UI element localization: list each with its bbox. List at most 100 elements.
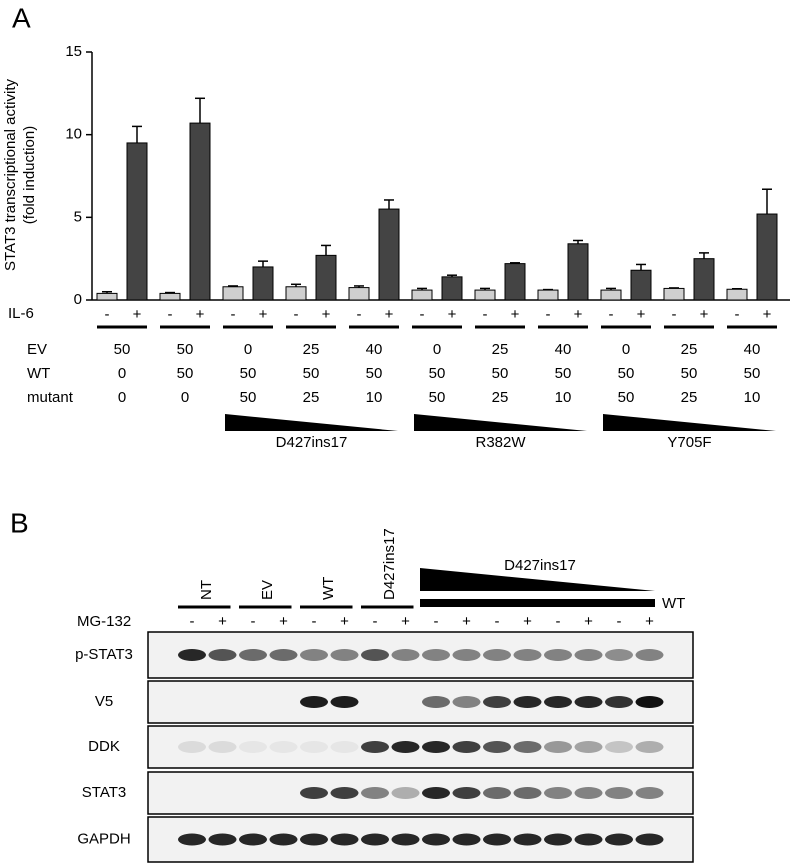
band <box>239 787 267 799</box>
bar <box>537 289 559 301</box>
band <box>208 833 237 846</box>
lane-sign: - <box>495 613 500 630</box>
condition-value: 25 <box>492 341 509 358</box>
sign-label: + <box>574 306 583 323</box>
band <box>300 833 328 846</box>
condition-value: 0 <box>118 389 126 406</box>
lane-sign: + <box>462 613 471 630</box>
condition-value: 50 <box>303 365 320 382</box>
condition-value: 25 <box>492 389 509 406</box>
lane-group-label: WT <box>320 577 337 600</box>
band <box>483 787 511 799</box>
band <box>239 833 267 846</box>
bar <box>474 289 496 301</box>
band <box>178 696 206 708</box>
bar <box>411 289 433 301</box>
band <box>605 741 633 753</box>
bar <box>663 287 685 301</box>
lane-sign: + <box>523 613 532 630</box>
y-axis-label: STAT3 transcriptional activity <box>2 79 19 272</box>
sign-label: + <box>637 306 646 323</box>
band <box>635 833 664 846</box>
condition-value: 0 <box>622 341 630 358</box>
bar <box>630 269 652 301</box>
condition-value: 40 <box>366 341 383 358</box>
bar <box>600 289 622 301</box>
bar <box>693 258 715 301</box>
sign-label: - <box>483 306 488 323</box>
bar <box>159 292 181 301</box>
band <box>452 741 481 753</box>
lane-sign: + <box>584 613 593 630</box>
sign-label: + <box>511 306 520 323</box>
band <box>544 696 572 708</box>
condition-value: 50 <box>429 389 446 406</box>
band <box>392 696 420 708</box>
bar <box>252 266 274 301</box>
band <box>544 649 572 661</box>
band <box>239 741 267 753</box>
band <box>422 696 450 708</box>
band <box>605 787 633 799</box>
sign-label: - <box>294 306 299 323</box>
bar <box>567 243 589 301</box>
condition-value: 50 <box>177 341 194 358</box>
band <box>269 741 298 753</box>
mutant-label: Y705F <box>667 434 711 451</box>
band <box>361 741 389 753</box>
band <box>391 649 420 661</box>
band <box>330 833 359 846</box>
band <box>300 696 328 708</box>
sign-label: + <box>322 306 331 323</box>
sign-label: - <box>357 306 362 323</box>
sign-label: - <box>420 306 425 323</box>
blot-frame <box>147 725 694 769</box>
bar <box>504 263 526 301</box>
condition-value: 0 <box>118 365 126 382</box>
band <box>269 833 298 846</box>
y-tick-label: 0 <box>74 291 82 308</box>
band <box>513 696 542 708</box>
bar <box>726 288 748 301</box>
band <box>178 833 206 846</box>
blot-row-label: DDK <box>88 738 120 755</box>
band <box>635 741 664 753</box>
condition-value: 10 <box>744 389 761 406</box>
condition-value: 50 <box>177 365 194 382</box>
condition-value: 50 <box>618 389 635 406</box>
sign-label: + <box>259 306 268 323</box>
blot-row-label: V5 <box>95 693 113 710</box>
condition-value: 40 <box>555 341 572 358</box>
bar <box>126 142 148 301</box>
band <box>330 787 359 799</box>
condition-value: 50 <box>492 365 509 382</box>
sign-label: - <box>672 306 677 323</box>
bar <box>315 254 337 301</box>
band <box>391 787 420 799</box>
band <box>361 787 389 799</box>
band <box>605 649 633 661</box>
sign-label: + <box>133 306 142 323</box>
band <box>391 833 420 846</box>
bar <box>96 292 118 301</box>
lane-sign: - <box>312 613 317 630</box>
band <box>209 787 237 799</box>
band <box>574 741 603 753</box>
sign-label: - <box>546 306 551 323</box>
condition-value: 50 <box>555 365 572 382</box>
sign-label: + <box>763 306 772 323</box>
lane-sign: - <box>190 613 195 630</box>
lane-sign: - <box>373 613 378 630</box>
treatment-label: IL-6 <box>8 305 34 322</box>
condition-value: 50 <box>429 365 446 382</box>
band <box>544 833 572 846</box>
band <box>483 833 511 846</box>
band <box>452 696 481 708</box>
bar <box>189 122 211 301</box>
band <box>422 833 450 846</box>
band <box>513 833 542 846</box>
condition-value: 0 <box>244 341 252 358</box>
band <box>208 741 237 753</box>
band <box>361 696 389 708</box>
